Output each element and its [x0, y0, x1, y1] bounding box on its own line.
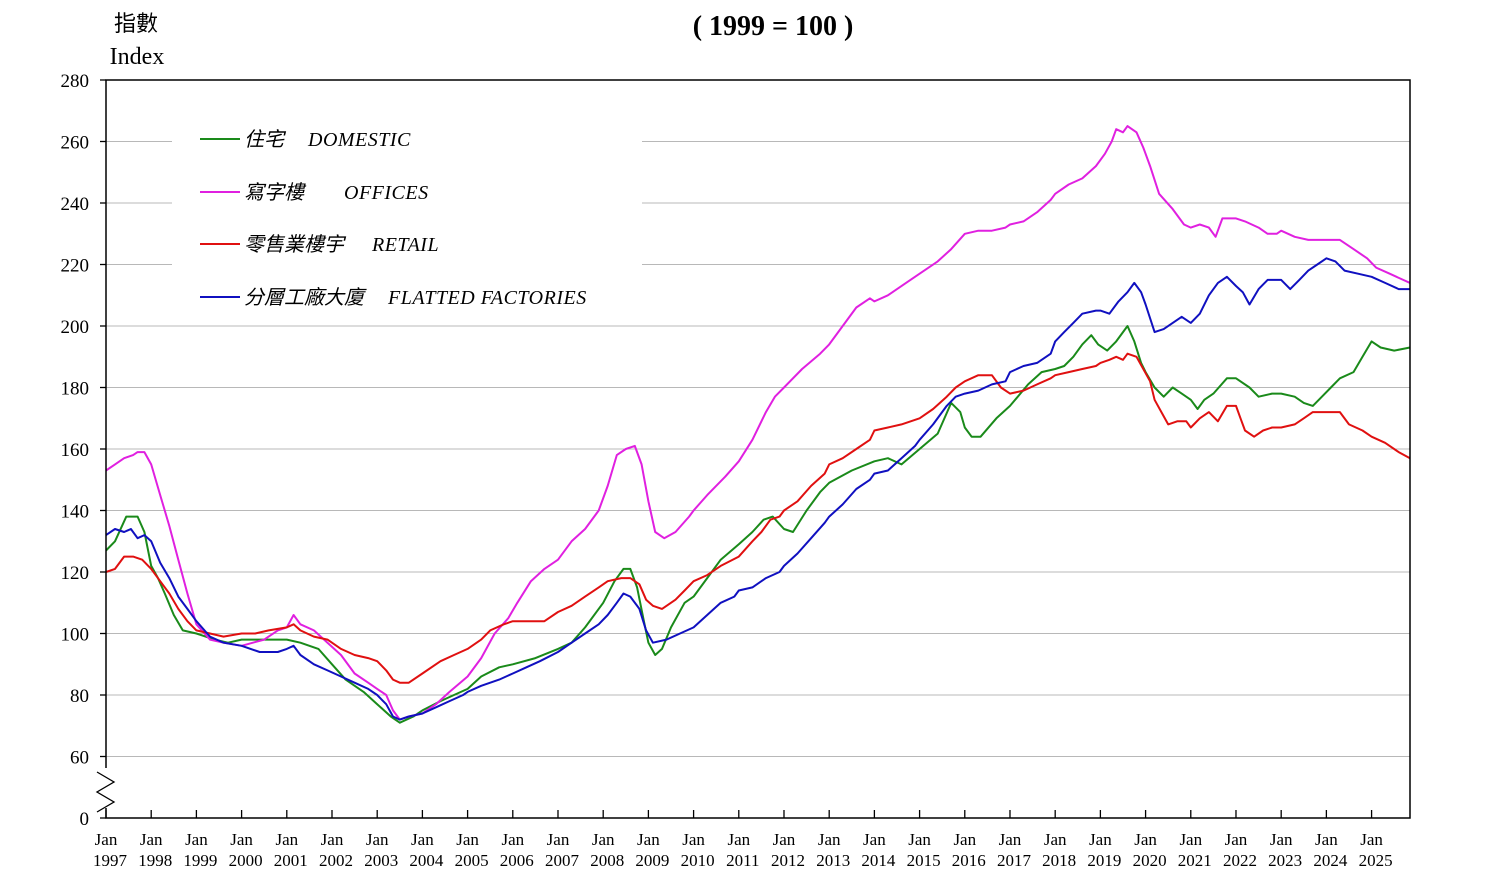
x-tick-label-year: 2008	[590, 851, 624, 870]
y-tick-label: 60	[70, 748, 89, 769]
x-tick-label-year: 2024	[1313, 851, 1348, 870]
x-tick-label-month: Jan	[501, 830, 524, 849]
x-tick-label-month: Jan	[818, 830, 841, 849]
x-tick-label-year: 2015	[907, 851, 941, 870]
x-tick-label-year: 2013	[816, 851, 850, 870]
x-tick-label-month: Jan	[637, 830, 660, 849]
x-tick-label-year: 2003	[364, 851, 398, 870]
x-tick-label-year: 2005	[455, 851, 489, 870]
x-tick-label-year: 2012	[771, 851, 805, 870]
x-tick-label-year: 2009	[635, 851, 669, 870]
x-tick-label-month: Jan	[456, 830, 479, 849]
x-tick-label-month: Jan	[773, 830, 796, 849]
legend-label-zh: 零售業樓宇	[244, 234, 347, 256]
x-tick-label-month: Jan	[275, 830, 298, 849]
x-tick-label-month: Jan	[1179, 830, 1202, 849]
x-tick-label-month: Jan	[185, 830, 208, 849]
x-tick-label-month: Jan	[999, 830, 1022, 849]
y-tick-label: 200	[61, 317, 90, 338]
axis-break-mask	[92, 768, 112, 808]
x-tick-label-month: Jan	[547, 830, 570, 849]
x-tick-label-year: 2002	[319, 851, 353, 870]
x-tick-label-month: Jan	[1225, 830, 1248, 849]
x-tick-label-year: 1998	[138, 851, 172, 870]
x-tick-label-month: Jan	[592, 830, 615, 849]
x-tick-label-month: Jan	[727, 830, 750, 849]
series-line-retail	[105, 352, 1411, 684]
x-tick-label-year: 2020	[1133, 851, 1167, 870]
x-tick-label-year: 2017	[997, 851, 1032, 870]
y-axis-label-zh: 指數	[114, 11, 158, 36]
x-tick-label-year: 2016	[952, 851, 986, 870]
y-tick-label: 100	[61, 625, 90, 646]
x-tick-label-month: Jan	[1315, 830, 1338, 849]
x-tick-label-year: 2025	[1359, 851, 1393, 870]
x-tick-label-month: Jan	[908, 830, 931, 849]
x-tick-label-year: 2023	[1268, 851, 1302, 870]
series-line-offices	[105, 125, 1411, 721]
x-tick-label-month: Jan	[321, 830, 344, 849]
x-tick-label-year: 2021	[1178, 851, 1212, 870]
x-tick-label-month: Jan	[95, 830, 118, 849]
y-tick-label: 260	[61, 133, 90, 154]
y-tick-label: 140	[61, 502, 90, 523]
x-tick-label-year: 2010	[681, 851, 715, 870]
x-tick-label-year: 2006	[500, 851, 534, 870]
legend-label-en: RETAIL	[371, 234, 439, 256]
y-axis-label: Index	[110, 44, 165, 70]
x-tick-label-month: Jan	[230, 830, 253, 849]
y-tick-label: 280	[61, 71, 90, 92]
x-tick-label-year: 2022	[1223, 851, 1257, 870]
x-tick-label-year: 1999	[183, 851, 217, 870]
legend-label-en: OFFICES	[344, 182, 429, 204]
axis-break-symbol	[95, 771, 116, 813]
legend-label-zh: 寫字樓	[244, 182, 307, 204]
x-tick-label-month: Jan	[366, 830, 389, 849]
x-tick-label-month: Jan	[953, 830, 976, 849]
x-tick-label-year: 2019	[1087, 851, 1121, 870]
x-tick-label-month: Jan	[1089, 830, 1112, 849]
x-tick-label-year: 2001	[274, 851, 308, 870]
x-tick-label-month: Jan	[1044, 830, 1067, 849]
legend-label-zh: 分層工廠大廈	[244, 286, 367, 309]
x-tick-label-year: 2014	[861, 851, 896, 870]
legend-label-en: DOMESTIC	[307, 129, 411, 151]
x-tick-label-year: 2004	[409, 851, 444, 870]
plot-frame	[105, 79, 1411, 819]
legend-background	[172, 115, 642, 320]
x-tick-label-year: 2011	[726, 851, 759, 870]
y-tick-label: 80	[70, 686, 89, 707]
x-tick-label-year: 2000	[229, 851, 263, 870]
x-tick-label-year: 2018	[1042, 851, 1076, 870]
x-tick-label-month: Jan	[1270, 830, 1293, 849]
chart-title: ( 1999 = 100 )	[693, 11, 854, 42]
x-tick-label-year: 1997	[93, 851, 128, 870]
x-tick-label-month: Jan	[140, 830, 163, 849]
series-line-flatted-factories	[105, 257, 1410, 721]
x-tick-label-month: Jan	[1134, 830, 1157, 849]
y-tick-label: 240	[61, 194, 90, 215]
x-tick-label-month: Jan	[863, 830, 886, 849]
legend-label-zh: 住宅	[244, 129, 287, 151]
legend-label-en: FLATTED FACTORIES	[387, 287, 587, 309]
x-tick-label-month: Jan	[411, 830, 434, 849]
y-tick-label: 220	[61, 256, 90, 277]
series-line-domestic	[105, 325, 1411, 724]
x-tick-label-month: Jan	[1360, 830, 1383, 849]
y-tick-label: 0	[80, 809, 90, 830]
y-tick-label: 180	[61, 379, 90, 400]
y-tick-label: 120	[61, 563, 90, 584]
x-tick-label-month: Jan	[682, 830, 705, 849]
x-tick-label-year: 2007	[545, 851, 580, 870]
y-tick-label: 160	[61, 440, 90, 461]
